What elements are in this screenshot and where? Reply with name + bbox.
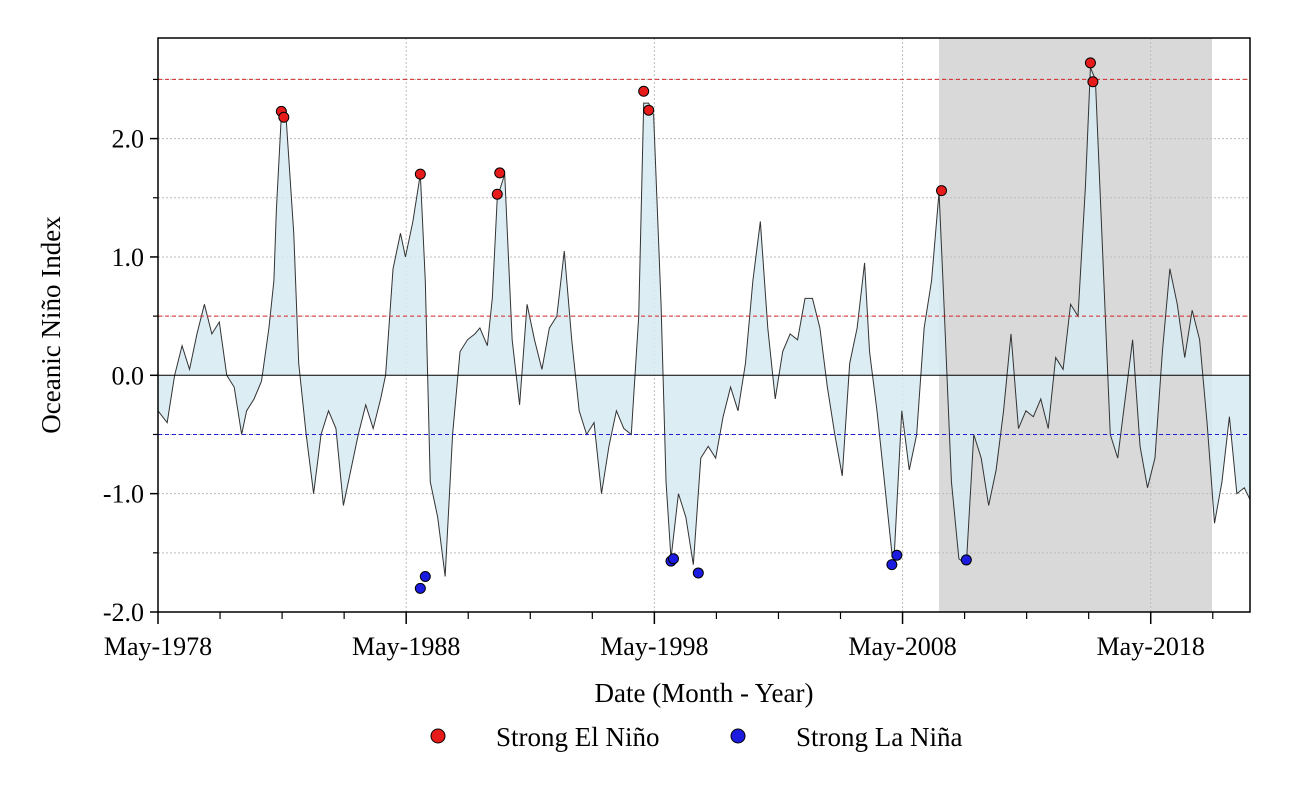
- legend-el-nino-label: Strong El Niño: [496, 722, 660, 752]
- x-axis-title: Date (Month - Year): [595, 678, 814, 708]
- reference-line-layer: [158, 78, 1250, 435]
- el-nino-point: [936, 185, 948, 197]
- la-nina-point: [960, 554, 972, 566]
- series-area: [158, 67, 1250, 577]
- x-tick-label: May-1978: [104, 632, 212, 661]
- el-nino-point: [643, 104, 655, 116]
- x-tick-label: May-1988: [352, 632, 460, 661]
- plot-frame: [157, 37, 1251, 613]
- la-nina-point: [886, 559, 898, 571]
- area-layer: [157, 67, 1251, 577]
- la-nina-point: [419, 570, 431, 582]
- el-nino-point: [1084, 57, 1096, 69]
- marker-layer: [275, 57, 1099, 594]
- el-nino-point: [414, 168, 426, 180]
- x-tick-label: May-2008: [848, 632, 956, 661]
- el-nino-point: [494, 167, 506, 179]
- el-nino-point: [491, 188, 503, 200]
- axis-layer: 2.0 1.0 0.0 -1.0 -2.0 May-1978 May-1988 May-199…: [103, 78, 1214, 661]
- series-line: [157, 67, 1251, 577]
- la-nina-point: [891, 549, 903, 561]
- legend-la-nina-label: Strong La Niña: [796, 722, 962, 752]
- y-tick-label: -2.0: [103, 598, 144, 627]
- legend-la-nina-marker: [730, 728, 746, 744]
- x-tick-label: May-1998: [600, 632, 708, 661]
- y-tick-label: -1.0: [103, 480, 144, 509]
- y-tick-label: 1.0: [112, 243, 145, 272]
- la-nina-point: [667, 553, 679, 565]
- el-nino-point: [638, 85, 650, 97]
- y-tick-label: 2.0: [112, 125, 145, 154]
- el-nino-point: [1087, 76, 1099, 88]
- x-tick-label: May-2018: [1097, 632, 1205, 661]
- legend: Strong El Niño Strong La Niña: [430, 722, 962, 752]
- el-nino-point: [278, 111, 290, 123]
- legend-el-nino-marker: [430, 728, 446, 744]
- la-nina-point: [414, 582, 426, 594]
- la-nina-point: [692, 567, 704, 579]
- y-tick-label: 0.0: [112, 361, 145, 390]
- y-axis-title: Oceanic Niño Index: [36, 216, 66, 434]
